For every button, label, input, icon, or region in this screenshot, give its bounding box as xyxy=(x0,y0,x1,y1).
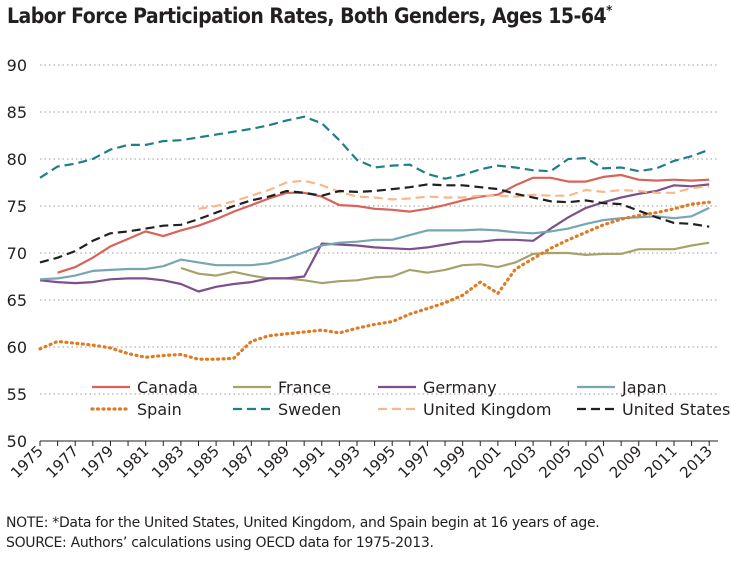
y-tick-label-65: 65 xyxy=(7,291,27,310)
series-line-france xyxy=(180,241,710,285)
chart-title: Labor Force Participation Rates, Both Ge… xyxy=(7,4,727,28)
legend-label-canada: Canada xyxy=(137,378,198,397)
x-tick-label-1985: 1985 xyxy=(183,442,223,482)
legend-label-united-states: United States xyxy=(622,400,730,419)
x-tick-label-2013: 2013 xyxy=(676,442,716,482)
x-tick-label-1997: 1997 xyxy=(395,442,435,482)
y-tick-label-60: 60 xyxy=(7,338,27,357)
series-line-germany xyxy=(39,183,710,293)
y-tick-label-85: 85 xyxy=(7,103,27,122)
x-tick-label-1991: 1991 xyxy=(289,442,329,482)
x-tick-label-1995: 1995 xyxy=(359,442,399,482)
x-tick-label-2011: 2011 xyxy=(641,442,681,482)
x-tick-label-1981: 1981 xyxy=(113,442,153,482)
x-tick-label-1993: 1993 xyxy=(324,442,364,482)
y-tick-label-70: 70 xyxy=(7,244,27,263)
chart-title-text: Labor Force Participation Rates, Both Ge… xyxy=(7,4,607,28)
y-tick-label-80: 80 xyxy=(7,150,27,169)
chart-title-footnote-marker: * xyxy=(606,4,612,19)
series-line-japan xyxy=(39,206,710,281)
x-tick-label-1987: 1987 xyxy=(218,442,258,482)
x-tick-label-2007: 2007 xyxy=(571,442,611,482)
legend-label-japan: Japan xyxy=(621,378,667,397)
footnote: NOTE: *Data for the United States, Unite… xyxy=(6,515,600,531)
legend-label-united-kingdom: United Kingdom xyxy=(423,400,551,419)
x-tick-label-2005: 2005 xyxy=(535,442,575,482)
series-line-spain xyxy=(38,200,711,361)
x-tick-label-1979: 1979 xyxy=(78,442,118,482)
series-line-united-states xyxy=(39,183,710,264)
series-line-united-kingdom xyxy=(198,179,710,210)
x-tick-label-2001: 2001 xyxy=(465,442,505,482)
y-tick-label-90: 90 xyxy=(7,56,27,75)
y-tick-label-75: 75 xyxy=(7,197,27,216)
y-tick-label-55: 55 xyxy=(7,385,27,404)
source-note: SOURCE: Authors’ calculations using OECD… xyxy=(6,535,434,551)
legend-label-germany: Germany xyxy=(423,378,497,397)
x-tick-label-1989: 1989 xyxy=(254,442,294,482)
y-tick-label-50: 50 xyxy=(7,432,27,451)
x-tick-label-2009: 2009 xyxy=(606,442,646,482)
x-tick-label-1977: 1977 xyxy=(42,442,82,482)
series-line-canada xyxy=(57,173,710,274)
series-line-sweden xyxy=(39,115,710,180)
x-tick-label-1999: 1999 xyxy=(430,442,470,482)
legend-label-spain: Spain xyxy=(137,400,182,419)
legend-label-sweden: Sweden xyxy=(278,400,341,419)
x-tick-label-1983: 1983 xyxy=(148,442,188,482)
legend-label-france: France xyxy=(278,378,331,397)
x-tick-label-2003: 2003 xyxy=(500,442,540,482)
